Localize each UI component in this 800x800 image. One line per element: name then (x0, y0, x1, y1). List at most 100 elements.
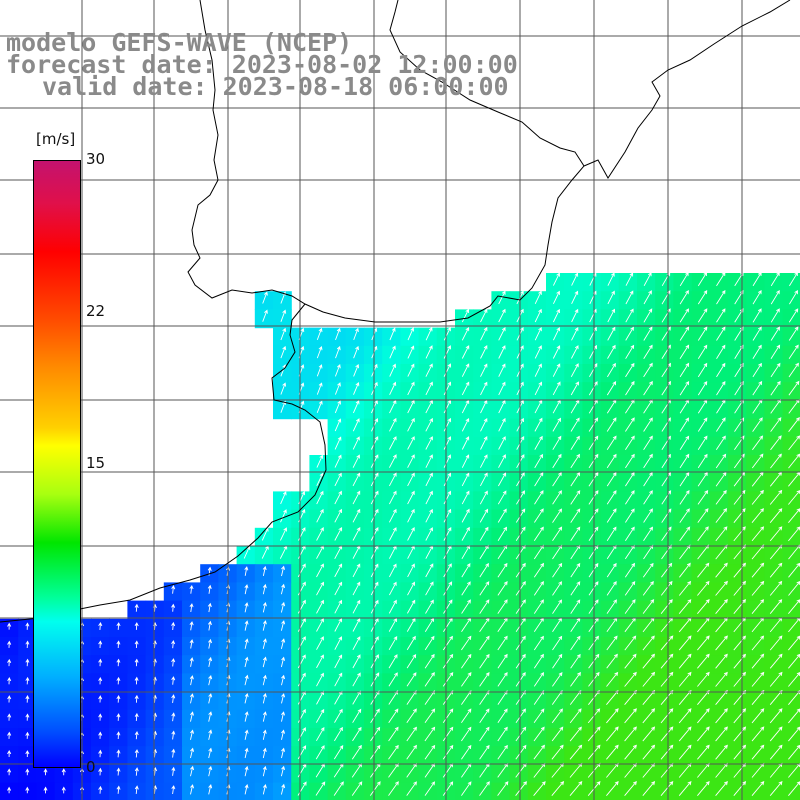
wind-arrow (407, 417, 415, 432)
wind-arrow (461, 417, 470, 432)
wind-arrow (788, 417, 800, 432)
wind-arrow (515, 672, 526, 687)
wind-arrow (351, 781, 363, 796)
wind-arrow (443, 490, 452, 505)
wind-arrow (461, 526, 470, 541)
wind-arrow (370, 726, 381, 742)
wind-arrow (679, 417, 689, 432)
wind-arrow (588, 526, 599, 541)
wind-arrow (425, 381, 433, 396)
wind-arrow (208, 747, 213, 759)
wind-arrow (461, 363, 470, 377)
wind-arrow (788, 326, 799, 341)
wind-arrow (570, 526, 581, 542)
wind-arrow (569, 708, 582, 724)
wind-arrow (208, 784, 213, 795)
wind-arrow (624, 562, 636, 578)
wind-arrow (479, 562, 489, 578)
wind-arrow (570, 435, 580, 450)
wind-arrow (697, 381, 708, 396)
wind-arrow (352, 563, 361, 578)
wind-arrow (442, 635, 453, 651)
wind-arrow (606, 490, 617, 505)
wind-arrow (171, 748, 176, 758)
wind-arrow (297, 636, 306, 651)
wind-arrow (497, 508, 507, 523)
coastline (0, 0, 791, 623)
wind-arrow (552, 599, 563, 614)
wind-arrow (316, 490, 324, 505)
wind-arrow (388, 781, 399, 796)
wind-arrow (751, 653, 765, 669)
wind-arrow (280, 783, 286, 795)
wind-arrow (697, 344, 708, 359)
wind-arrow (406, 654, 417, 669)
wind-arrow (552, 471, 562, 487)
wind-arrow (280, 638, 286, 650)
wind-arrow (261, 527, 269, 541)
wind-arrow (769, 562, 783, 578)
wind-arrow (208, 711, 213, 722)
wind-arrow (751, 635, 765, 651)
wind-arrow (715, 780, 728, 796)
wind-arrow (679, 381, 690, 396)
wind-arrow (116, 695, 121, 703)
wind-arrow (189, 639, 194, 649)
wind-arrow (389, 508, 397, 523)
wind-arrow (244, 692, 249, 704)
wind-arrow (498, 326, 506, 341)
wind-arrow (134, 749, 139, 758)
wind-arrow (679, 326, 690, 341)
wind-arrow (679, 308, 689, 323)
wind-arrow (443, 363, 452, 377)
wind-arrow (770, 326, 780, 341)
wind-arrow (461, 581, 471, 596)
wind-arrow (424, 781, 436, 796)
wind-arrow (606, 417, 617, 432)
wind-arrow (281, 693, 286, 704)
wind-arrow (679, 290, 689, 305)
wind-arrow (606, 653, 618, 669)
wind-arrow (552, 308, 560, 323)
wind-arrow (606, 526, 617, 541)
wind-arrow (569, 744, 583, 760)
wind-arrow (425, 345, 433, 359)
wind-arrow (497, 562, 508, 578)
wind-arrow (190, 729, 195, 740)
wind-arrow (624, 744, 637, 760)
wind-arrow (660, 708, 674, 724)
wind-arrow (425, 363, 433, 377)
wind-arrow (570, 581, 581, 596)
wind-arrow (334, 672, 343, 687)
wind-arrow (570, 508, 581, 523)
wind-arrow (534, 363, 542, 377)
wind-arrow (769, 635, 783, 651)
wind-arrow (25, 713, 30, 721)
wind-arrow (570, 671, 581, 687)
wind-arrow (334, 726, 343, 742)
wind-arrow (751, 508, 764, 523)
wind-arrow (171, 585, 176, 594)
wind-arrow (625, 362, 635, 378)
wind-arrow (498, 345, 506, 359)
wind-arrow (244, 674, 249, 686)
wind-arrow (607, 344, 616, 359)
wind-arrow (388, 617, 397, 632)
wind-arrow (625, 290, 634, 305)
wind-arrow (334, 436, 342, 450)
wind-arrow (7, 622, 12, 630)
wind-arrow (606, 744, 619, 760)
wind-arrow (369, 781, 381, 796)
wind-arrow (752, 344, 762, 359)
wind-arrow (497, 744, 508, 760)
wind-arrow (661, 562, 673, 578)
wind-arrow (425, 327, 433, 341)
wind-arrow (116, 731, 121, 740)
wind-arrow (570, 363, 579, 378)
wind-arrow (424, 708, 436, 724)
wind-arrow (424, 635, 435, 651)
wind-arrow (697, 417, 708, 432)
wind-arrow (697, 635, 710, 651)
wind-arrow (552, 672, 563, 687)
wind-arrow (552, 581, 563, 596)
